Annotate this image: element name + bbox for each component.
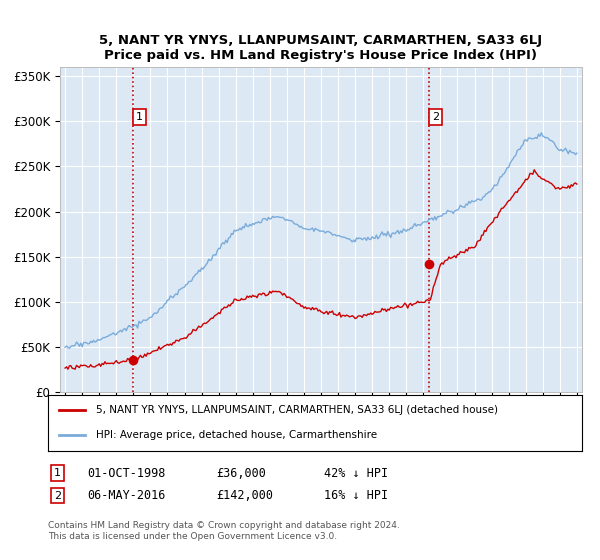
- Text: 01-OCT-1998: 01-OCT-1998: [87, 466, 166, 480]
- Text: 2: 2: [54, 491, 61, 501]
- Text: 5, NANT YR YNYS, LLANPUMSAINT, CARMARTHEN, SA33 6LJ (detached house): 5, NANT YR YNYS, LLANPUMSAINT, CARMARTHE…: [96, 405, 498, 416]
- Text: £142,000: £142,000: [216, 489, 273, 502]
- Text: 2: 2: [432, 112, 439, 122]
- Text: This data is licensed under the Open Government Licence v3.0.: This data is licensed under the Open Gov…: [48, 532, 337, 541]
- Text: 42% ↓ HPI: 42% ↓ HPI: [324, 466, 388, 480]
- Text: 06-MAY-2016: 06-MAY-2016: [87, 489, 166, 502]
- Text: 1: 1: [54, 468, 61, 478]
- Text: £36,000: £36,000: [216, 466, 266, 480]
- Text: 16% ↓ HPI: 16% ↓ HPI: [324, 489, 388, 502]
- Title: 5, NANT YR YNYS, LLANPUMSAINT, CARMARTHEN, SA33 6LJ
Price paid vs. HM Land Regis: 5, NANT YR YNYS, LLANPUMSAINT, CARMARTHE…: [100, 34, 542, 62]
- Text: 1: 1: [136, 112, 143, 122]
- Text: HPI: Average price, detached house, Carmarthenshire: HPI: Average price, detached house, Carm…: [96, 430, 377, 440]
- Text: Contains HM Land Registry data © Crown copyright and database right 2024.: Contains HM Land Registry data © Crown c…: [48, 521, 400, 530]
